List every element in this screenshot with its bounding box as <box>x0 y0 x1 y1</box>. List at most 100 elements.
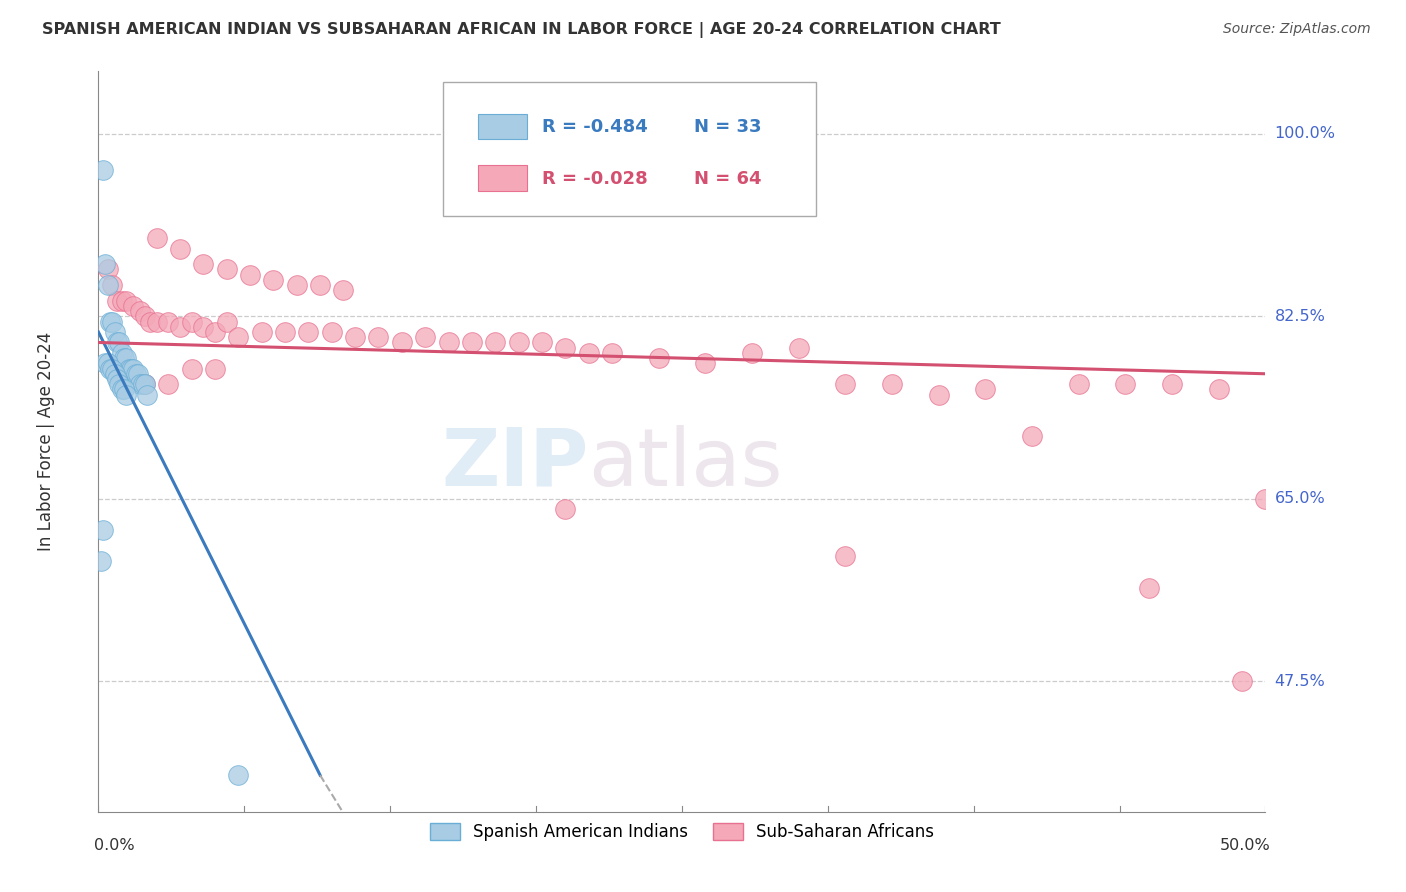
Legend: Spanish American Indians, Sub-Saharan Africans: Spanish American Indians, Sub-Saharan Af… <box>423 816 941 847</box>
Point <box>1021 429 1043 443</box>
Point <box>228 330 250 344</box>
FancyBboxPatch shape <box>478 113 527 139</box>
Point <box>169 319 191 334</box>
Point <box>332 283 354 297</box>
Point <box>105 293 128 308</box>
Point <box>101 278 124 293</box>
Point <box>115 293 138 308</box>
Point <box>146 231 169 245</box>
Text: N = 64: N = 64 <box>693 169 761 187</box>
Text: atlas: atlas <box>589 425 783 503</box>
Point <box>101 361 124 376</box>
Point <box>180 361 202 376</box>
Point <box>112 351 135 365</box>
Point <box>118 361 141 376</box>
Point <box>115 351 138 365</box>
Text: SPANISH AMERICAN INDIAN VS SUBSAHARAN AFRICAN IN LABOR FORCE | AGE 20-24 CORRELA: SPANISH AMERICAN INDIAN VS SUBSAHARAN AF… <box>42 22 1001 38</box>
Point <box>204 361 226 376</box>
Point <box>239 268 262 282</box>
Point <box>193 319 215 334</box>
Text: Source: ZipAtlas.com: Source: ZipAtlas.com <box>1223 22 1371 37</box>
Point <box>741 346 763 360</box>
Point <box>297 325 319 339</box>
Point <box>101 315 124 329</box>
FancyBboxPatch shape <box>443 82 815 216</box>
Point <box>94 257 117 271</box>
Text: 100.0%: 100.0% <box>1275 127 1336 142</box>
Point <box>91 523 114 537</box>
Point <box>554 502 576 516</box>
Point <box>139 315 162 329</box>
Point <box>321 325 343 339</box>
Point <box>215 315 238 329</box>
Point <box>129 377 152 392</box>
Point <box>157 377 180 392</box>
Point <box>530 335 553 350</box>
Point <box>484 335 506 350</box>
Point <box>344 330 367 344</box>
Point <box>193 257 215 271</box>
Text: 65.0%: 65.0% <box>1275 491 1326 507</box>
Point <box>120 361 142 376</box>
Text: In Labor Force | Age 20-24: In Labor Force | Age 20-24 <box>37 332 55 551</box>
Point <box>274 325 297 339</box>
Text: 82.5%: 82.5% <box>1275 309 1326 324</box>
Point <box>1230 674 1253 689</box>
Point <box>134 377 156 392</box>
Point <box>115 387 138 401</box>
Point <box>134 310 156 324</box>
Point <box>928 387 950 401</box>
Point <box>125 367 148 381</box>
Point <box>554 341 576 355</box>
Point <box>136 387 159 401</box>
Point <box>1137 581 1160 595</box>
Point <box>105 372 128 386</box>
Point <box>262 273 284 287</box>
FancyBboxPatch shape <box>478 165 527 191</box>
Point <box>1208 383 1230 397</box>
Point <box>132 377 155 392</box>
Point <box>285 278 308 293</box>
Text: 50.0%: 50.0% <box>1219 838 1270 853</box>
Point <box>600 346 623 360</box>
Point <box>250 325 273 339</box>
Point <box>97 278 120 293</box>
Point <box>112 383 135 397</box>
Point <box>104 325 127 339</box>
Point <box>834 549 856 564</box>
Point <box>91 163 114 178</box>
Text: R = -0.484: R = -0.484 <box>541 118 648 136</box>
Point <box>1114 377 1136 392</box>
Point <box>146 315 169 329</box>
Point <box>169 242 191 256</box>
Point <box>834 377 856 392</box>
Point <box>391 335 413 350</box>
Point <box>134 377 156 392</box>
Point <box>129 304 152 318</box>
Point <box>97 356 120 370</box>
Point <box>98 361 121 376</box>
Point <box>111 383 134 397</box>
Point <box>1254 491 1277 506</box>
Point <box>647 351 669 365</box>
Point <box>1067 377 1090 392</box>
Point <box>437 335 460 350</box>
Point <box>180 315 202 329</box>
Text: R = -0.028: R = -0.028 <box>541 169 648 187</box>
Point <box>127 367 149 381</box>
Point <box>508 335 530 350</box>
Point <box>122 361 145 376</box>
Point <box>111 293 134 308</box>
Point <box>413 330 436 344</box>
Text: 47.5%: 47.5% <box>1275 673 1326 689</box>
Point <box>108 335 131 350</box>
Point <box>98 315 121 329</box>
Point <box>309 278 332 293</box>
Point <box>111 346 134 360</box>
Point <box>461 335 484 350</box>
Point <box>104 367 127 381</box>
Point <box>880 377 903 392</box>
Point <box>1161 377 1184 392</box>
Point <box>367 330 389 344</box>
Point <box>108 377 131 392</box>
